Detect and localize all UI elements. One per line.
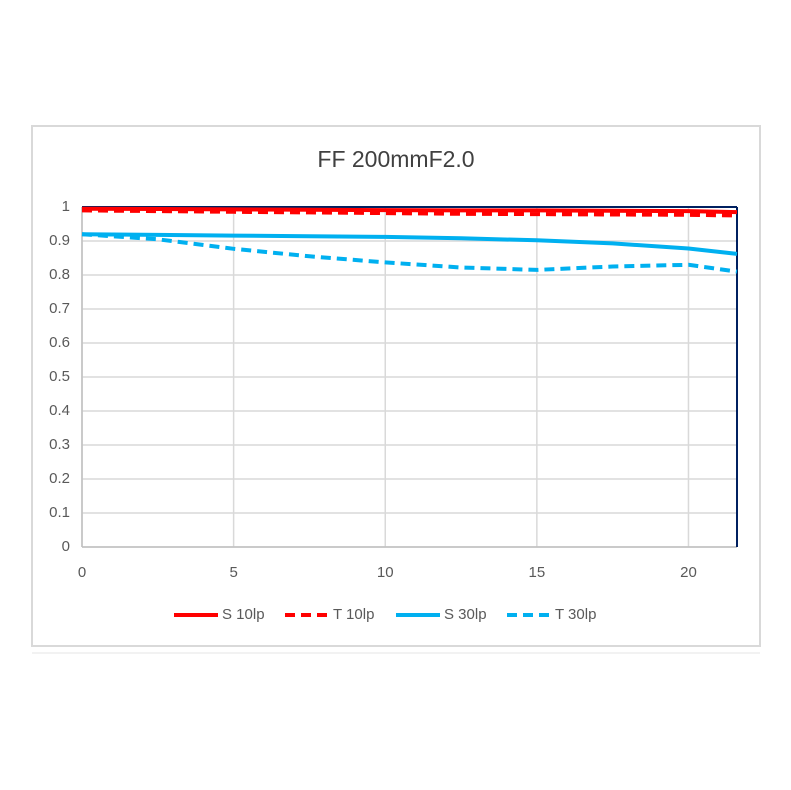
y-tick-label: 1 [62,198,70,215]
series-line [81,232,738,256]
legend-label: T 10lp [333,606,374,623]
y-tick-label: 0.9 [49,232,70,249]
y-tick-label: 0.5 [49,368,70,385]
y-tick-label: 0.7 [49,300,70,317]
chart-title: FF 200mmF2.0 [317,146,474,172]
x-tick-label: 5 [229,564,237,581]
series-line [81,232,738,274]
series-line [81,208,738,218]
y-tick-label: 0.8 [49,266,70,283]
x-tick-label: 20 [680,564,697,581]
legend-label: S 30lp [444,606,487,623]
legend-label: S 10lp [222,606,265,623]
x-tick-label: 15 [529,564,546,581]
y-tick-label: 0.3 [49,436,70,453]
series-line [81,206,738,215]
y-tick-label: 0.6 [49,334,70,351]
y-tick-label: 0.2 [49,470,70,487]
legend-label: T 30lp [555,606,596,623]
y-tick-label: 0 [62,538,70,555]
x-tick-label: 10 [377,564,394,581]
chart-frame [31,125,761,647]
y-tick-label: 0.1 [49,504,70,521]
x-tick-label: 0 [78,564,86,581]
y-tick-label: 0.4 [49,402,70,419]
